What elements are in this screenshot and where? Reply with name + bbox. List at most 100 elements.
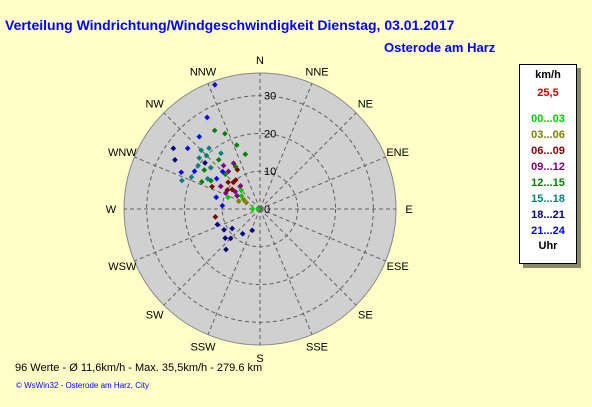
legend-unit: km/h bbox=[535, 69, 561, 81]
data-point bbox=[196, 155, 203, 161]
direction-label: NE bbox=[358, 99, 373, 111]
data-point bbox=[217, 183, 224, 190]
data-point bbox=[206, 145, 212, 152]
data-points bbox=[170, 81, 261, 253]
data-point bbox=[225, 179, 231, 186]
data-point bbox=[204, 175, 211, 182]
direction-label: SSW bbox=[190, 342, 216, 354]
data-point bbox=[255, 206, 261, 212]
legend-max-value: 25,5 bbox=[537, 87, 559, 99]
direction-label: SSE bbox=[306, 342, 328, 354]
legend: km/h 25,5 00...03 03...06 06...09 09...12 12… bbox=[519, 64, 577, 264]
data-point bbox=[178, 169, 185, 176]
grid-ring bbox=[183, 132, 337, 286]
legend-item: 12...15 bbox=[531, 177, 565, 189]
data-point bbox=[227, 235, 234, 242]
data-point bbox=[198, 147, 205, 154]
legend-item: 03...06 bbox=[531, 129, 565, 141]
data-point bbox=[225, 194, 231, 201]
data-point bbox=[249, 206, 256, 212]
data-point bbox=[196, 133, 203, 140]
data-point bbox=[211, 81, 218, 88]
data-point bbox=[240, 196, 247, 203]
grid-spoke bbox=[259, 112, 357, 210]
data-point bbox=[221, 226, 227, 233]
data-point bbox=[222, 235, 229, 241]
data-point bbox=[234, 192, 240, 199]
radial-tick-label: 20 bbox=[264, 128, 276, 140]
data-point bbox=[232, 163, 239, 170]
radial-tick-label: 10 bbox=[264, 166, 276, 178]
data-point bbox=[188, 174, 195, 180]
data-point bbox=[219, 168, 226, 175]
grid-spoke bbox=[163, 112, 261, 210]
grid-spoke bbox=[259, 156, 386, 210]
radial-tick-label: 30 bbox=[264, 91, 276, 103]
radial-tick-labels: 0 10 20 30 bbox=[264, 91, 276, 216]
data-point bbox=[222, 130, 228, 137]
legend-item: 00...03 bbox=[531, 113, 565, 125]
grid-spoke bbox=[259, 208, 313, 335]
data-point bbox=[218, 150, 224, 157]
direction-label: ENE bbox=[386, 147, 409, 159]
data-point bbox=[212, 214, 219, 220]
direction-label: ESE bbox=[387, 261, 409, 273]
direction-label: WSW bbox=[108, 261, 137, 273]
legend-item: 06...09 bbox=[531, 145, 565, 157]
data-point bbox=[238, 193, 245, 199]
direction-label: WNW bbox=[108, 147, 137, 159]
grid-spoke bbox=[259, 208, 386, 262]
data-point bbox=[179, 177, 185, 184]
legend-footer: Uhr bbox=[538, 240, 558, 252]
statistics-line: 96 Werte - Ø 11,6km/h - Max. 35,5km/h - … bbox=[15, 362, 263, 374]
direction-label: NNE bbox=[305, 66, 328, 78]
data-point bbox=[223, 246, 229, 253]
credit-line: © WsWin32 - Osterode am Harz, City bbox=[16, 381, 150, 390]
data-point bbox=[213, 175, 220, 182]
legend-item: 09...12 bbox=[531, 161, 565, 173]
data-point bbox=[203, 152, 210, 159]
direction-label: N bbox=[256, 55, 264, 67]
grid-spoke bbox=[207, 83, 261, 210]
data-point bbox=[191, 168, 198, 175]
direction-labels: N NNE NE ENE E ESE SE SSE S SSW SW WSW W WNW NW NNW bbox=[106, 55, 413, 365]
data-point bbox=[235, 198, 242, 205]
radial-tick-label: 0 bbox=[264, 204, 270, 216]
data-point bbox=[215, 156, 222, 163]
grid-spoke bbox=[163, 208, 261, 306]
direction-label: NNW bbox=[190, 66, 217, 78]
data-point bbox=[201, 167, 208, 173]
legend-item: 15...18 bbox=[531, 193, 565, 205]
chart-title: Verteilung Windrichtung/Windgeschwindigk… bbox=[5, 17, 455, 33]
data-point bbox=[220, 162, 227, 169]
direction-label: E bbox=[405, 204, 412, 216]
data-point bbox=[195, 162, 201, 169]
station-name: Osterode am Harz bbox=[384, 40, 496, 55]
data-point bbox=[229, 225, 235, 232]
direction-label: W bbox=[106, 204, 117, 216]
direction-label: NW bbox=[145, 99, 164, 111]
grid-spoke bbox=[259, 83, 313, 210]
data-point bbox=[172, 157, 178, 163]
direction-label: S bbox=[256, 353, 263, 365]
data-point bbox=[207, 164, 214, 171]
data-point bbox=[232, 177, 239, 183]
legend-item: 18...21 bbox=[531, 209, 565, 221]
data-point bbox=[225, 168, 232, 175]
direction-label: SW bbox=[146, 309, 164, 321]
legend-item: 21...24 bbox=[531, 225, 565, 237]
data-point bbox=[198, 179, 205, 185]
data-point bbox=[232, 188, 239, 195]
data-point bbox=[202, 160, 208, 166]
data-point bbox=[238, 187, 245, 194]
data-point bbox=[184, 145, 191, 152]
direction-label: SE bbox=[358, 309, 373, 321]
data-point bbox=[213, 194, 220, 201]
data-point bbox=[239, 230, 246, 237]
data-point bbox=[242, 151, 249, 158]
data-point bbox=[233, 142, 240, 148]
data-point bbox=[204, 114, 210, 121]
data-point bbox=[211, 127, 218, 134]
data-point bbox=[219, 202, 226, 209]
